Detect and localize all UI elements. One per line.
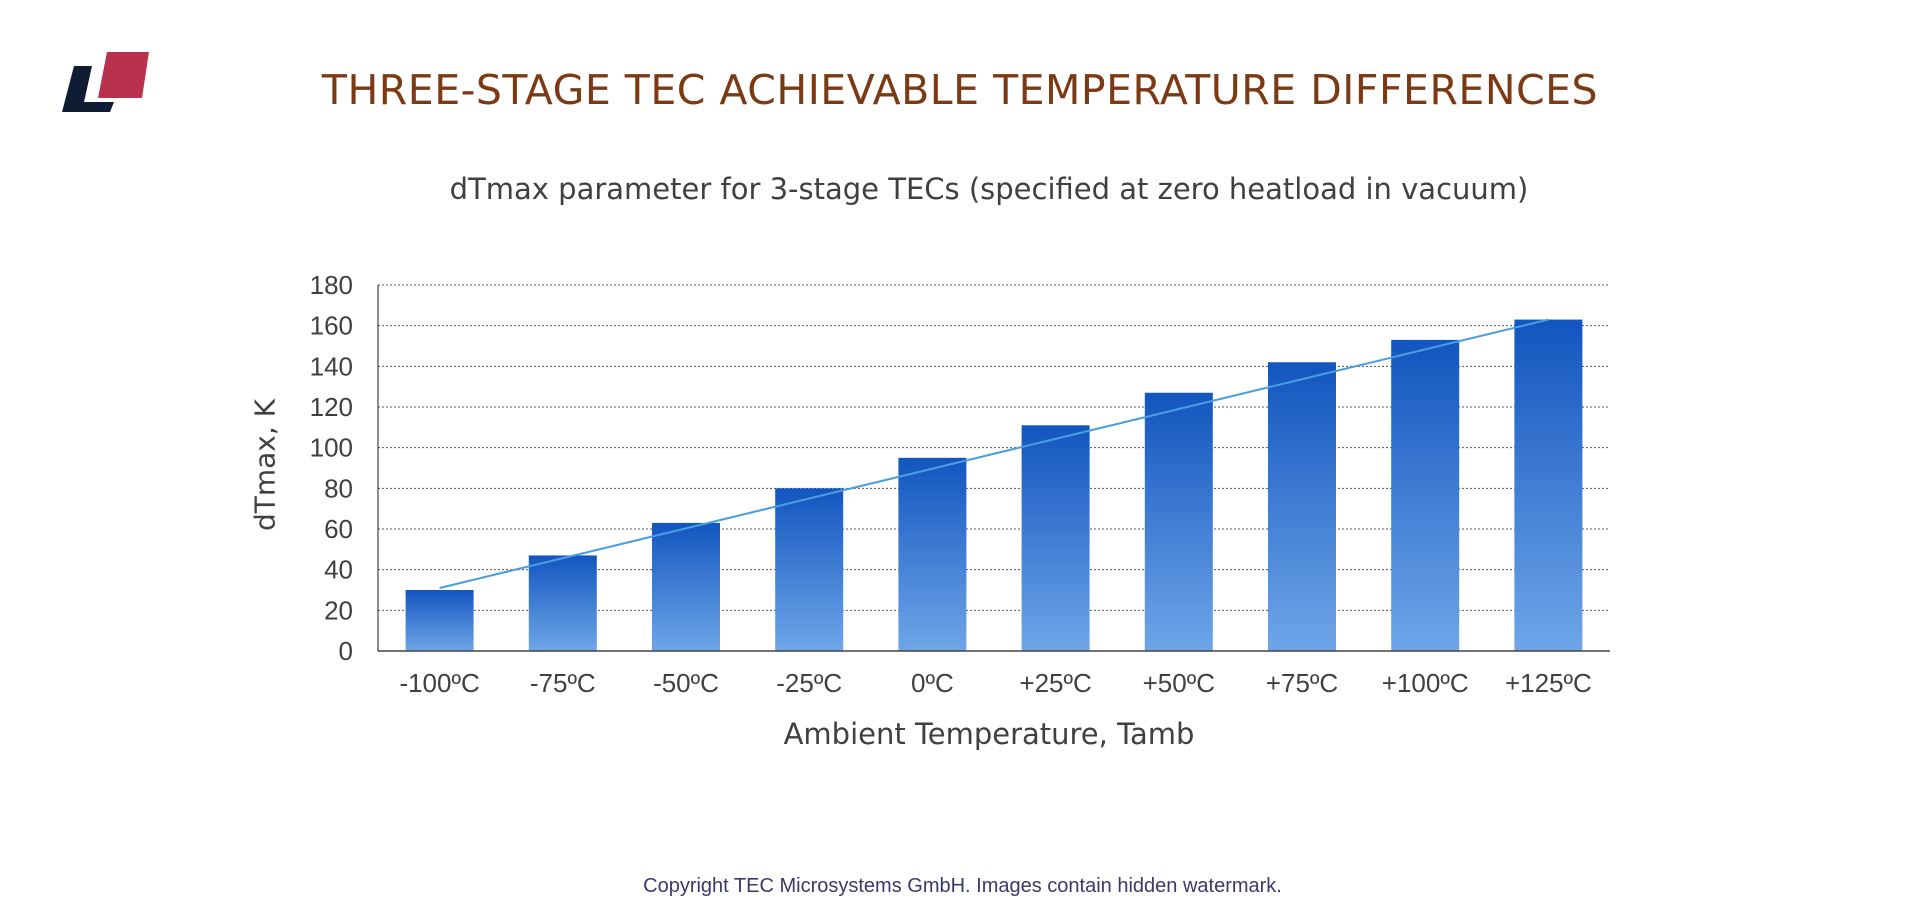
bar <box>652 522 720 651</box>
y-tick-label: 120 <box>310 392 353 422</box>
y-tick-label: 100 <box>310 433 353 463</box>
bar <box>1391 339 1460 651</box>
y-tick-label: 0 <box>339 636 353 666</box>
y-tick-label: 80 <box>324 473 353 503</box>
chart-title: dTmax parameter for 3-stage TECs (specif… <box>449 172 1529 206</box>
x-tick-label: +25ºC <box>1019 668 1091 698</box>
bar <box>1514 319 1583 651</box>
y-tick-label: 60 <box>324 514 353 544</box>
bar <box>528 555 597 651</box>
bar <box>775 488 844 651</box>
bars <box>405 319 1583 651</box>
x-tick-label: -100ºC <box>399 668 479 698</box>
x-axis-label: Ambient Temperature, Tamb <box>783 717 1195 751</box>
y-tick-label: 180 <box>310 270 353 300</box>
y-tick-labels: 0 20 40 60 80 100 120 140 160 180 <box>310 270 353 666</box>
y-tick-label: 40 <box>324 555 353 585</box>
x-tick-label: -50ºC <box>653 668 719 698</box>
y-tick-label: 140 <box>310 351 353 381</box>
page-title: THREE-STAGE TEC ACHIEVABLE TEMPERATURE D… <box>321 66 1599 114</box>
x-tick-label: +125ºC <box>1505 668 1592 698</box>
x-tick-label: 0ºC <box>911 668 954 698</box>
bar <box>898 457 967 651</box>
logo-dark-shape <box>62 66 114 112</box>
logo-red-shape <box>98 52 149 98</box>
y-tick-label: 160 <box>310 311 353 341</box>
x-tick-label: -25ºC <box>776 668 842 698</box>
bar <box>1021 425 1090 651</box>
x-tick-label: +50ºC <box>1143 668 1215 698</box>
trend-line-group <box>439 318 1549 589</box>
bar <box>1268 362 1336 651</box>
y-tick-label: 20 <box>324 595 353 625</box>
x-tick-label: -75ºC <box>530 668 596 698</box>
axes <box>377 285 1610 652</box>
trend-line <box>439 318 1549 589</box>
x-tick-label: +100ºC <box>1382 668 1469 698</box>
bar <box>1144 392 1213 651</box>
copyright-text: Copyright TEC Microsystems GmbH. Images … <box>643 875 1282 897</box>
x-tick-label: +75ºC <box>1266 668 1338 698</box>
company-logo <box>62 52 149 112</box>
y-axis-label: dTmax, K <box>248 398 282 532</box>
x-tick-labels: -100ºC -75ºC -50ºC -25ºC 0ºC +25ºC +50ºC +75ºC +… <box>399 668 1591 698</box>
bar <box>405 590 474 651</box>
